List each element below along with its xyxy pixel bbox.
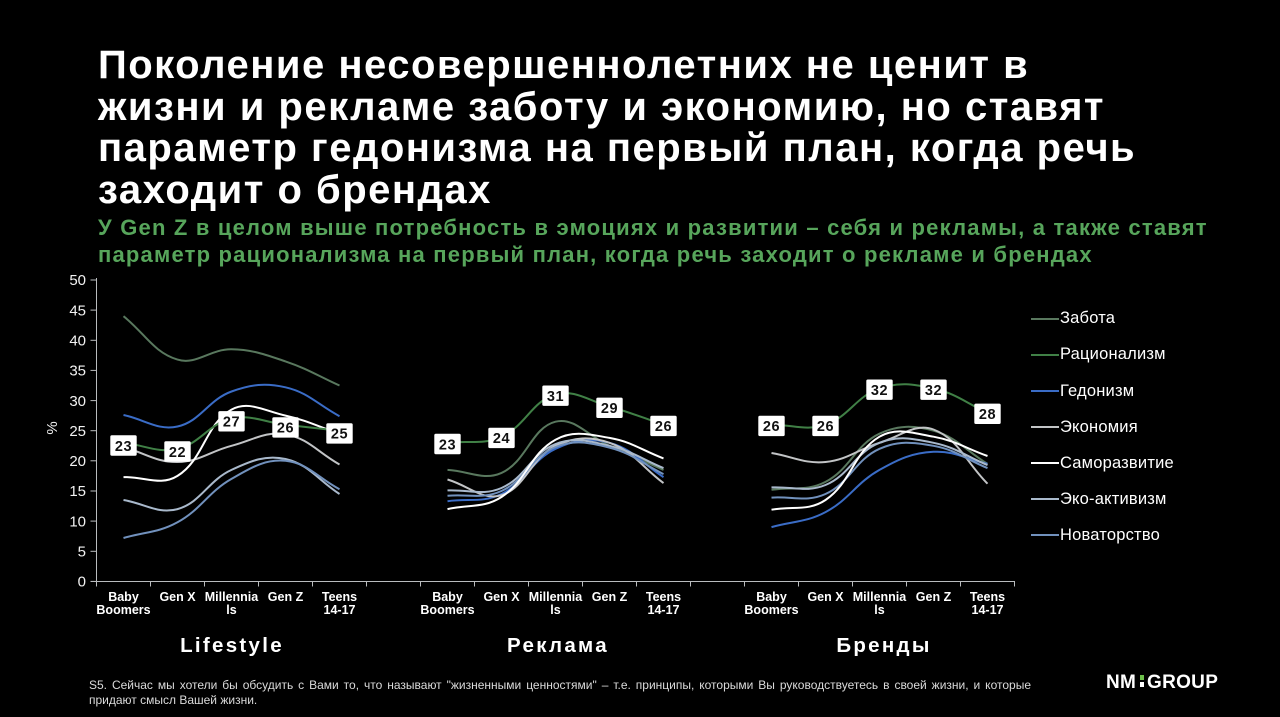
svg-text:15: 15	[69, 483, 86, 500]
svg-text:23: 23	[439, 437, 456, 453]
svg-text:30: 30	[69, 393, 86, 410]
svg-text:10: 10	[69, 513, 86, 530]
svg-text:29: 29	[601, 401, 618, 417]
svg-text:%: %	[44, 421, 61, 434]
svg-text:26: 26	[817, 419, 834, 435]
svg-text:24: 24	[493, 431, 510, 447]
svg-text:31: 31	[547, 389, 564, 405]
svg-text:22: 22	[169, 445, 186, 461]
svg-text:5: 5	[78, 544, 86, 561]
svg-text:50: 50	[69, 272, 86, 289]
svg-text:35: 35	[69, 363, 86, 380]
svg-text:20: 20	[69, 453, 86, 470]
svg-text:28: 28	[979, 407, 996, 423]
svg-text:40: 40	[69, 333, 86, 350]
svg-text:25: 25	[331, 427, 348, 443]
svg-text:27: 27	[223, 415, 240, 431]
svg-text:26: 26	[277, 421, 294, 437]
svg-text:26: 26	[763, 419, 780, 435]
svg-text:32: 32	[871, 383, 888, 399]
svg-text:25: 25	[69, 423, 86, 440]
svg-text:26: 26	[655, 419, 672, 435]
svg-text:0: 0	[78, 574, 86, 591]
svg-text:45: 45	[69, 302, 86, 319]
svg-text:32: 32	[925, 383, 942, 399]
svg-text:23: 23	[115, 439, 132, 455]
